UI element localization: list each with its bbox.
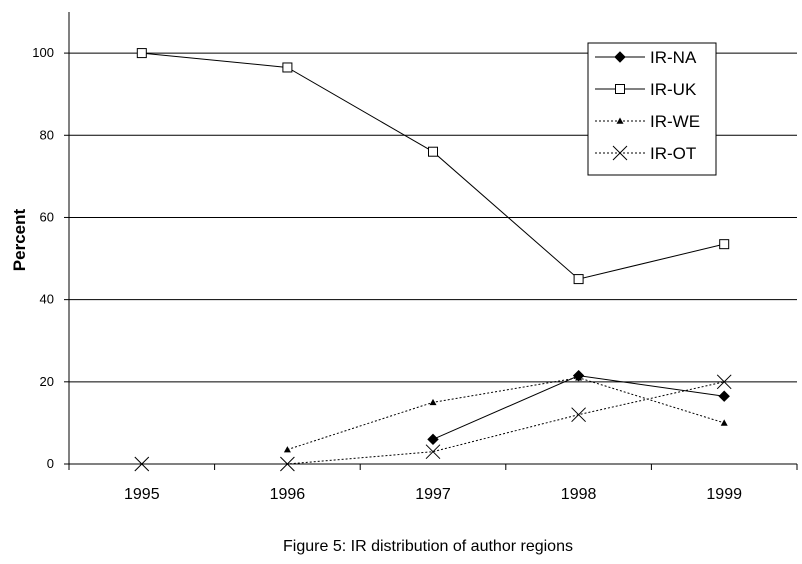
data-point-stroke	[134, 456, 150, 472]
data-point	[429, 398, 437, 406]
y-axis-label: Percent	[10, 208, 29, 271]
y-tick-label: 0	[47, 456, 54, 471]
data-point	[136, 48, 147, 59]
data-point	[720, 419, 728, 426]
data-point	[427, 433, 439, 446]
x-tick-label: 1999	[706, 486, 742, 503]
legend-item: IR-WE	[595, 112, 700, 131]
data-point	[571, 407, 586, 423]
data-point	[612, 145, 628, 161]
y-tick-label: 20	[40, 374, 54, 389]
legend-item: IR-UK	[595, 80, 697, 99]
data-point	[282, 62, 293, 73]
data-point	[716, 374, 732, 390]
y-tick-labels: 0 20 40 60 80 100	[32, 45, 54, 471]
y-tick-label: 40	[40, 292, 54, 307]
data-point	[575, 374, 583, 381]
legend-label: IR-NA	[650, 48, 697, 67]
x-tick-label: 1995	[124, 486, 160, 503]
y-tick-label: 60	[40, 209, 54, 224]
data-point-stroke	[425, 444, 441, 460]
data-point	[614, 51, 626, 63]
series-line	[432, 375, 725, 440]
data-point	[615, 84, 625, 94]
data-point	[719, 239, 730, 250]
legend-label: IR-OT	[650, 144, 696, 163]
figure-caption: Figure 5: IR distribution of author regi…	[283, 538, 573, 555]
x-tick-label: 1997	[415, 486, 451, 503]
data-point	[428, 146, 438, 157]
data-point	[573, 274, 584, 285]
series-layer	[134, 48, 732, 472]
series-line	[287, 377, 725, 451]
legend-item: IR-OT	[595, 144, 696, 163]
legend-label: IR-UK	[650, 80, 697, 99]
data-point-stroke	[571, 407, 586, 423]
series-line	[141, 381, 725, 465]
data-point	[425, 444, 441, 460]
data-point	[280, 456, 295, 472]
legend-box	[587, 42, 717, 176]
legend-label: IR-WE	[650, 112, 700, 131]
x-tick-label: 1998	[561, 486, 597, 503]
data-point	[718, 390, 730, 402]
series-ir-uk	[136, 48, 730, 285]
legend-item: IR-NA	[595, 48, 697, 67]
y-tick-label: 80	[40, 127, 54, 142]
data-point-stroke	[716, 374, 732, 390]
series-ir-ot	[134, 374, 732, 472]
data-point-stroke	[612, 145, 628, 161]
legend: IR-NA IR-UK IR-WE IR-OT	[587, 42, 717, 176]
data-point-stroke	[280, 456, 295, 472]
data-point	[283, 446, 291, 453]
data-point	[134, 456, 150, 472]
y-tick-label: 100	[32, 45, 54, 60]
data-point	[616, 117, 624, 124]
x-tick-labels: 1995 1996 1997 1998 1999	[124, 486, 742, 503]
series-ir-we	[283, 374, 728, 453]
x-tick-label: 1996	[270, 486, 306, 503]
